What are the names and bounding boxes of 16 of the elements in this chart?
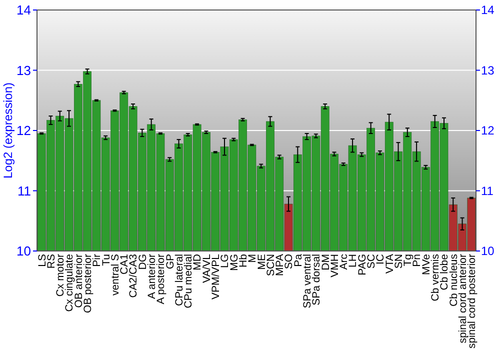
- y-axis-title: Log2 (expression): [1, 82, 15, 179]
- x-tick-label: LG: [219, 254, 232, 268]
- y2-tick-label: 13: [481, 63, 495, 78]
- x-tick-label: spinal cord posterior: [466, 253, 478, 349]
- y-tick-label: 11: [18, 183, 31, 198]
- y2-tick-label: 11: [481, 184, 494, 198]
- y2-tick-label: 12: [481, 124, 495, 138]
- y-tick-label: 13: [16, 62, 31, 78]
- y2-tick-label: 10: [481, 244, 495, 258]
- x-tick-label: Hb: [237, 254, 250, 268]
- x-tick-label: SC: [366, 254, 378, 269]
- y-tick-label: 12: [16, 123, 31, 138]
- y2-tick-label: 14: [481, 3, 495, 18]
- x-tick-label: A anterior: [146, 254, 158, 299]
- y-tick-label: 14: [16, 2, 31, 18]
- y-tick-label: 10: [16, 244, 31, 259]
